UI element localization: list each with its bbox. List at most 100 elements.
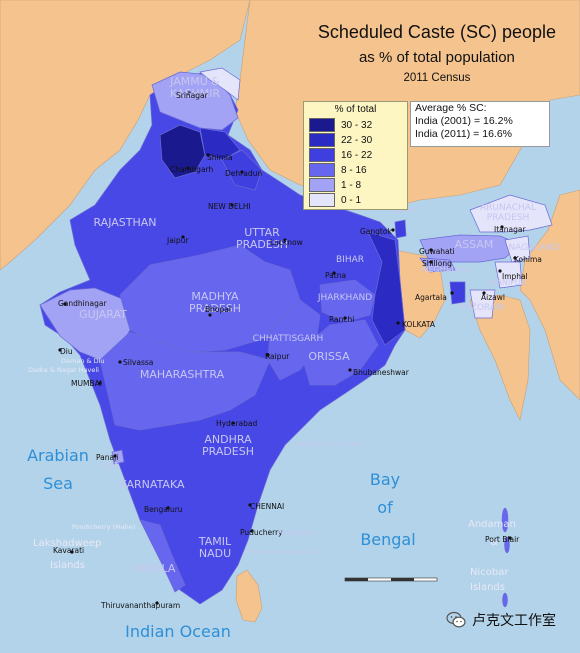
- state-mizoram: [469, 289, 496, 319]
- label-tn: TAMIL NADU: [198, 535, 232, 560]
- city-raipur: Raipur: [265, 352, 290, 361]
- city-hyderabad: Hyderabad: [216, 419, 257, 428]
- label-meghalaya: MEGHALAYA: [422, 265, 471, 274]
- sea-bay-3: Bengal: [360, 530, 415, 549]
- state-himachal: [199, 127, 241, 161]
- legend-label: 16 - 22: [341, 149, 373, 161]
- label-rajasthan: RAJASTHAN: [93, 216, 156, 229]
- state-nagaland: [504, 235, 531, 263]
- legend-label: 8 - 16: [341, 164, 367, 176]
- sea-arabian-2: Sea: [43, 474, 73, 493]
- land-srilanka: [235, 569, 263, 623]
- state-tripura: [449, 281, 466, 305]
- city-kolkata: KOLKATA: [402, 320, 436, 329]
- legend-item: 22 - 30: [309, 133, 372, 147]
- state-wb: [367, 231, 406, 346]
- sea-bay-2: of: [377, 498, 393, 517]
- watermark: 卢克文工作室: [446, 610, 556, 630]
- state-odisha: [299, 319, 379, 386]
- city-bhopal: Bhopal: [205, 305, 231, 314]
- label-manipur: MANIPUR: [490, 278, 527, 287]
- city-dnh: Dadra & Nagar Haveli: [28, 366, 99, 374]
- label-karnataka: KARNATAKA: [119, 478, 184, 491]
- label-ap: ANDHRA PRADESH: [202, 433, 254, 458]
- andaman-island-2: [504, 536, 510, 554]
- city-imphal: Imphal: [502, 272, 528, 281]
- legend-item: 16 - 22: [309, 148, 372, 162]
- wechat-icon: [446, 611, 466, 628]
- city-islands-left: Islands: [50, 560, 85, 571]
- city-andaman: Andaman: [468, 519, 516, 530]
- city-daman: Daman & Diu: [61, 357, 105, 365]
- title-line-2: as % of total population: [358, 49, 515, 66]
- legend-label: 1 - 8: [341, 179, 362, 191]
- title-line-1: Scheduled Caste (SC) people: [317, 22, 556, 42]
- state-punjab: [159, 124, 206, 179]
- label-arunachal: ARUNACHAL PRADESH: [480, 203, 536, 223]
- city-gangtok: Gangtok: [360, 227, 392, 236]
- city-aizawl: Aizawl: [481, 293, 505, 302]
- sea-arabian-1: Arabian: [27, 446, 89, 465]
- sea-indian-ocean: Indian Ocean: [125, 622, 231, 641]
- city-mahe: Pondicherry (Mahe): [72, 523, 135, 531]
- legend-item: 0 - 1: [309, 193, 361, 207]
- city-agartala: Agartala: [415, 293, 447, 302]
- state-uttarakhand: [221, 149, 263, 191]
- average-2001: India (2001) = 16.2%: [415, 115, 513, 127]
- city-ranchi: Ranchi: [329, 315, 354, 324]
- city-kavarati: Kavarati: [53, 546, 84, 555]
- state-sikkim: [394, 219, 407, 239]
- land-east: [519, 189, 580, 401]
- state-goa: [111, 449, 125, 465]
- city-silvassa: Silvassa: [123, 358, 153, 367]
- label-maharashtra: MAHARASHTRA: [140, 368, 225, 381]
- city-labels: Srinagar Shimla Chandigarh Dehradun NEW …: [28, 91, 542, 610]
- legend-title: % of total: [334, 104, 377, 115]
- city-srinagar: Srinagar: [176, 91, 209, 100]
- label-gujarat: GUJARAT: [79, 308, 127, 321]
- watermark-text: 卢克文工作室: [472, 612, 556, 628]
- label-jharkhand: JHARKHAND: [317, 293, 372, 303]
- city-karaikal: Pondicherry (Karaikal): [246, 548, 318, 556]
- state-jk-north: [199, 67, 241, 101]
- city-kohima: Kohima: [514, 255, 542, 264]
- legend-swatch: [309, 163, 335, 177]
- average-box: Average % SC: India (2001) = 16.2% India…: [410, 101, 550, 147]
- legend-label: 22 - 30: [341, 134, 373, 146]
- city-dehradun: Dehradun: [225, 169, 262, 178]
- legend-item: 30 - 32: [309, 118, 372, 132]
- city-bengaluru: Bengaluru: [144, 505, 183, 514]
- legend-item: 8 - 16: [309, 163, 367, 177]
- sea-labels: Arabian Sea Bay of Bengal Indian Ocean: [27, 446, 416, 641]
- city-lucknow: Lucknow: [270, 238, 303, 247]
- andaman-island: [501, 507, 509, 533]
- city-islands-right: Islands: [470, 582, 505, 593]
- label-kerala: KERALA: [133, 562, 176, 575]
- state-jharkhand: [319, 279, 376, 323]
- label-jk: JAMMU & KASHMIR: [169, 75, 220, 100]
- legend-item: 1 - 8: [309, 178, 361, 192]
- state-meghalaya: [419, 257, 456, 273]
- city-pondicherry: Pondicherry: [278, 529, 317, 537]
- city-thiruvananthapuram: Thiruvananthapuram: [100, 601, 180, 610]
- map-title: Scheduled Caste (SC) people as % of tota…: [318, 22, 556, 84]
- city-markers: [58, 91, 517, 605]
- city-and: &: [490, 537, 498, 548]
- label-chhattisgarh: CHHATTISGARH: [253, 334, 324, 344]
- city-guwahati: Guwahati: [419, 247, 455, 256]
- city-jaipur: Jaipur: [166, 236, 189, 245]
- land-myanmar: [469, 294, 531, 421]
- label-up: UTTAR PRADESH: [236, 226, 288, 251]
- legend-swatch: [309, 148, 335, 162]
- sea-bay-1: Bay: [370, 470, 400, 489]
- city-diu: Diu: [60, 347, 73, 356]
- label-sikkim: SIKKIM: [390, 206, 417, 215]
- legend-swatch: [309, 118, 335, 132]
- state-maharashtra: [99, 331, 271, 431]
- state-labels: JAMMU & KASHMIR RAJASTHAN GUJARAT MADHYA P…: [79, 75, 559, 575]
- city-patna: Patna: [325, 271, 346, 280]
- state-arunachal: [469, 194, 553, 233]
- city-panaji: Panaji: [96, 453, 118, 462]
- legend-swatch: [309, 193, 335, 207]
- city-chennai: CHENNAI: [250, 502, 284, 511]
